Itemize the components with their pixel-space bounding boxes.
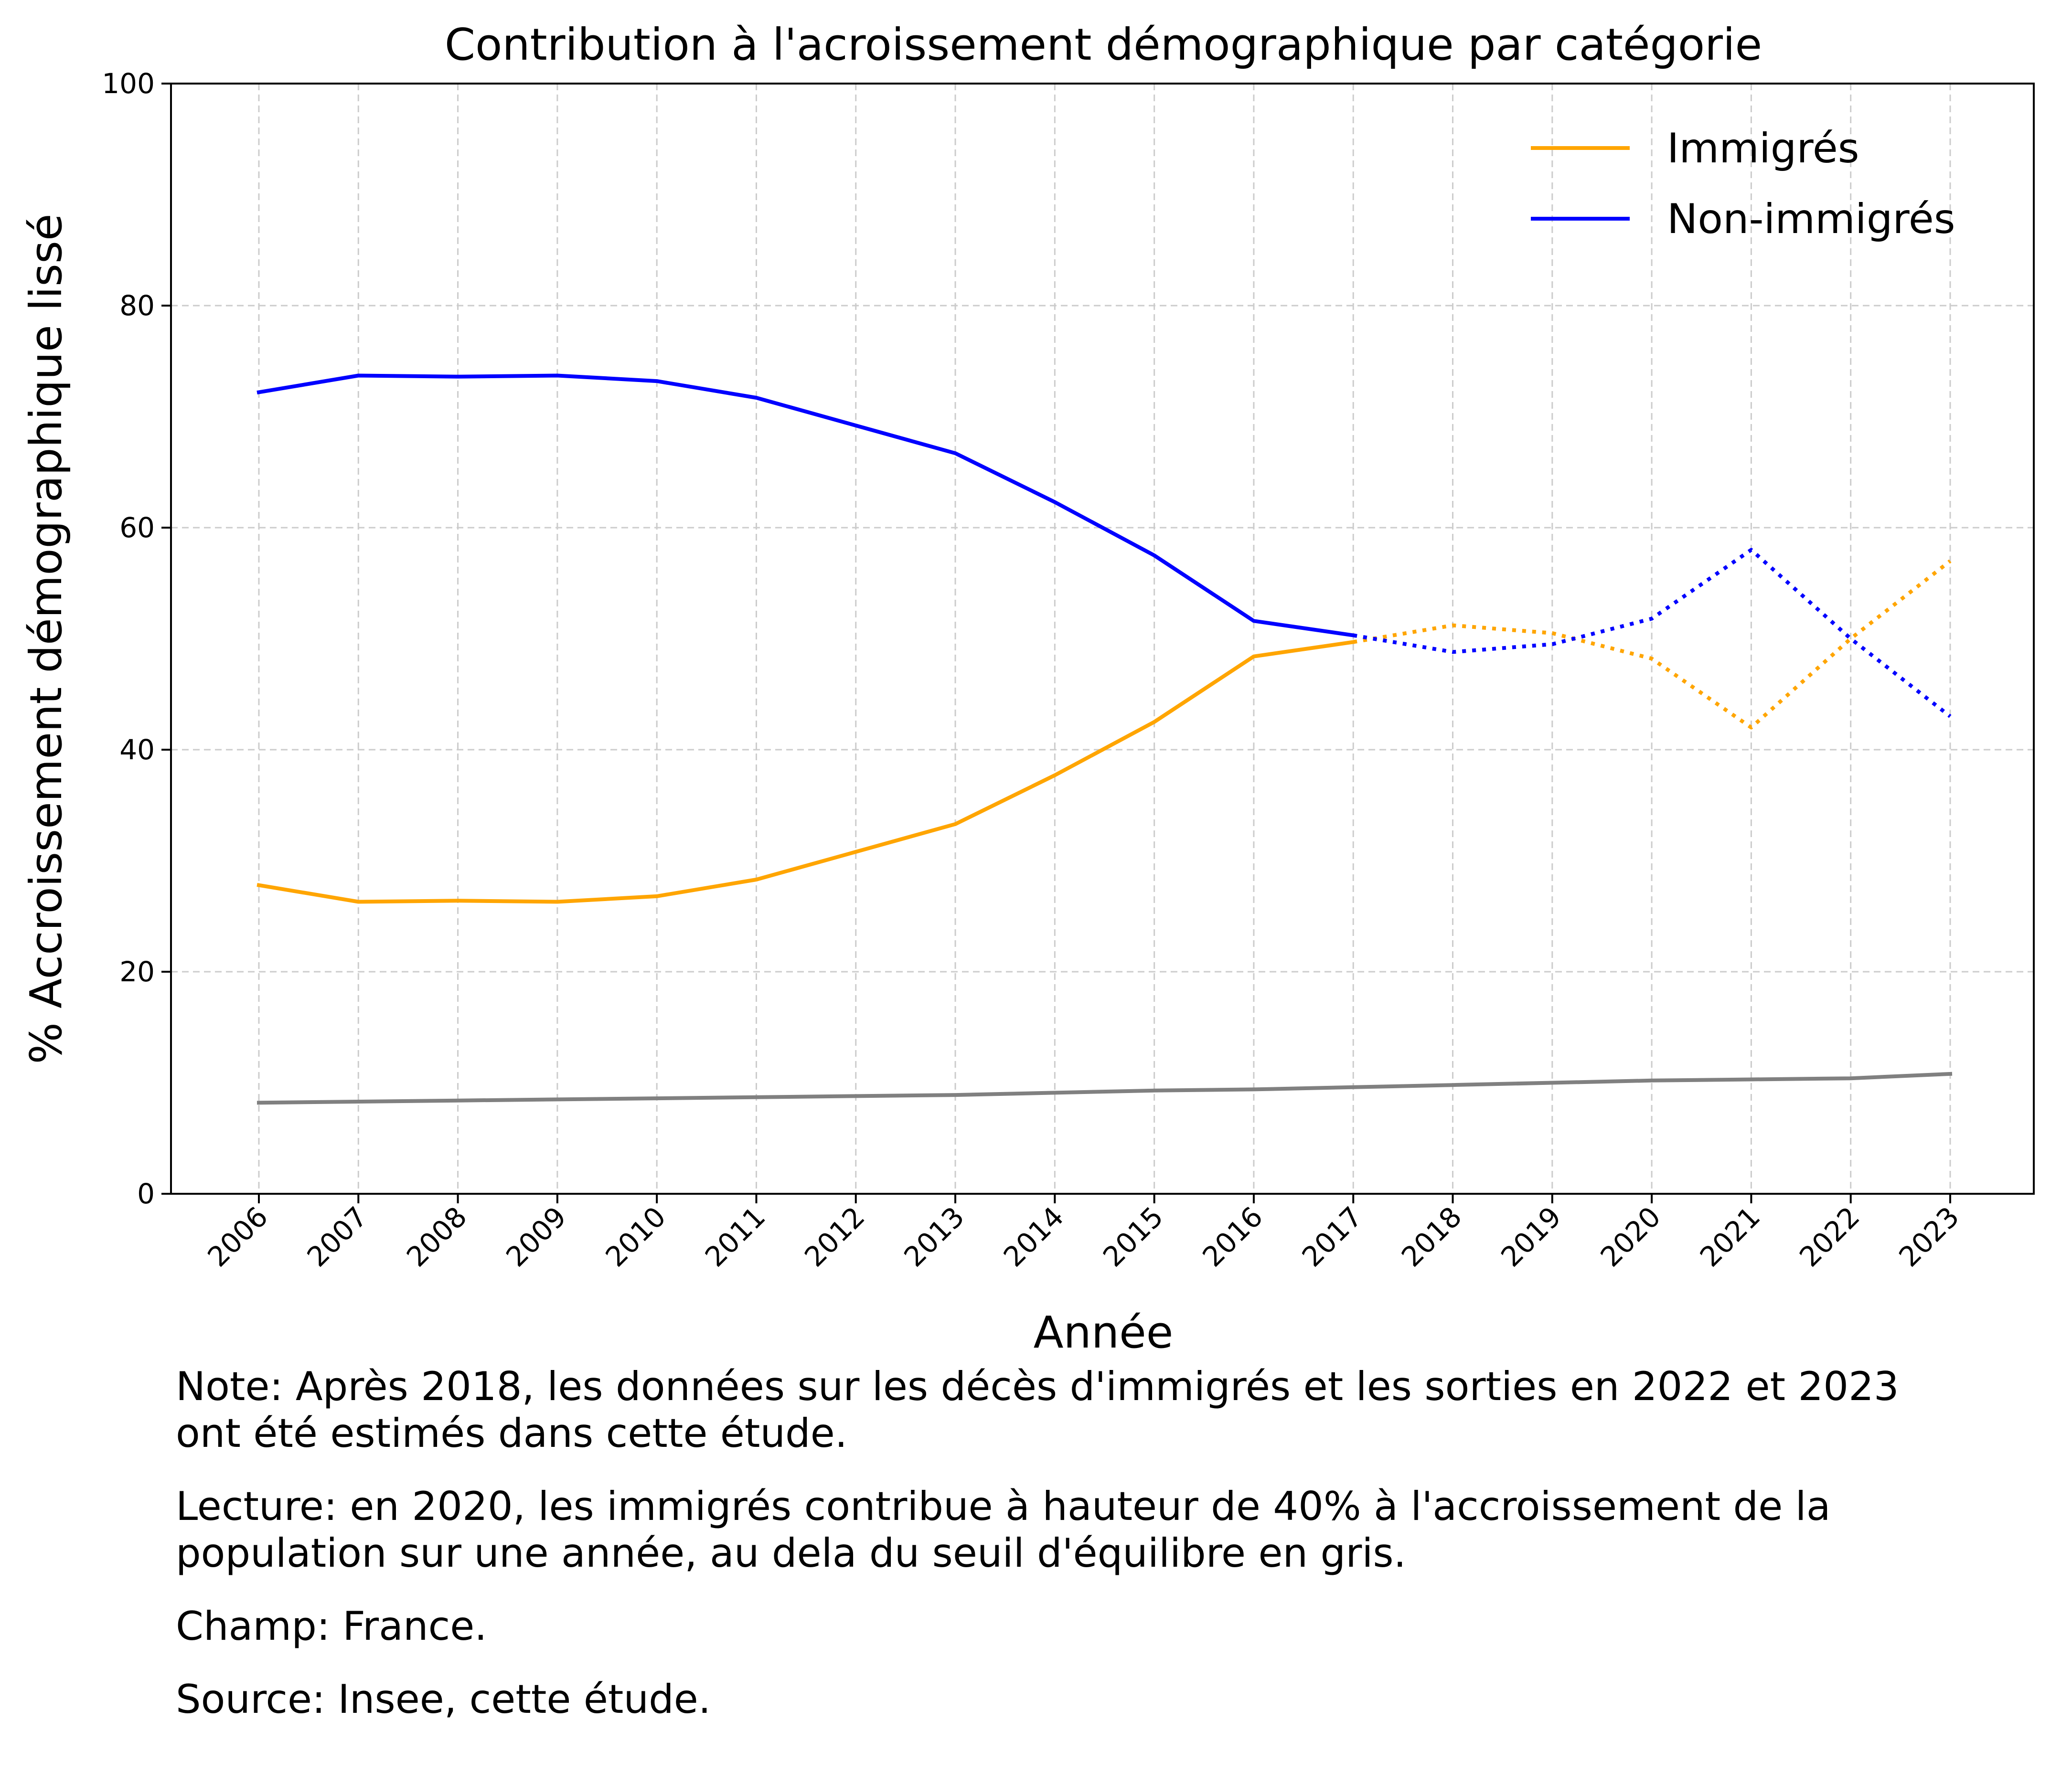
line-chart: Contribution à l'acroissement démographi…	[21, 19, 2035, 1358]
y-tick-label: 80	[119, 289, 155, 322]
x-tick-label: 2019	[1495, 1200, 1567, 1273]
equilibrium-line	[256, 1072, 1953, 1105]
x-tick-label: 2008	[400, 1200, 473, 1273]
y-axis-label: % Accroissement démographique lissé	[21, 213, 72, 1064]
x-tick-label: 2007	[301, 1200, 374, 1273]
y-axis: 0 20 40 60 80 100	[102, 67, 171, 1210]
x-tick-label: 2009	[500, 1200, 572, 1273]
x-tick-label: 2013	[897, 1200, 970, 1273]
legend-label: Non-immigrés	[1667, 195, 1955, 243]
y-tick-label: 40	[119, 733, 155, 766]
x-tick-label: 2016	[1196, 1200, 1269, 1273]
chart-title: Contribution à l'acroissement démographi…	[445, 19, 1762, 70]
source-text: Source: Insee, cette étude.	[176, 1676, 711, 1722]
x-tick-label: 2017	[1296, 1200, 1368, 1273]
x-axis: 2006 2007 2008 2009 2010 2011 2012 2013 2014 2015…	[201, 1194, 1965, 1273]
series-line-solid	[256, 373, 1356, 638]
y-tick-label: 0	[137, 1178, 155, 1210]
x-tick-label: 2014	[997, 1200, 1070, 1273]
y-tick-label: 60	[119, 511, 155, 544]
y-tick-label: 20	[119, 956, 155, 988]
legend-label: Immigrés	[1667, 125, 1859, 172]
x-tick-label: 2020	[1594, 1200, 1667, 1273]
note-line-2: ont été estimés dans cette étude.	[176, 1410, 848, 1456]
legend: Immigrés Non-immigrés	[1531, 125, 1955, 243]
y-tick-label: 100	[102, 67, 155, 100]
x-tick-label: 2022	[1793, 1200, 1866, 1273]
x-axis-label: Année	[1034, 1307, 1174, 1358]
x-tick-label: 2023	[1892, 1200, 1965, 1273]
chart-notes: Note: Après 2018, les données sur les dé…	[176, 1363, 2062, 1749]
x-tick-label: 2018	[1395, 1200, 1468, 1273]
champ-text: Champ: France.	[176, 1603, 487, 1649]
series-layer	[256, 373, 1953, 1105]
series-line-solid	[256, 639, 1356, 904]
note-line-1: Note: Après 2018, les données sur les dé…	[176, 1363, 1899, 1410]
x-tick-label: 2015	[1097, 1200, 1169, 1273]
grid-lines	[171, 83, 2034, 1195]
note-text: Note: Après 2018, les données sur les dé…	[176, 1363, 2062, 1457]
lecture-line-1: Lecture: en 2020, les immigrés contribue…	[176, 1483, 1831, 1529]
x-tick-label: 2010	[599, 1200, 672, 1273]
x-tick-label: 2006	[201, 1200, 274, 1273]
x-tick-label: 2012	[798, 1200, 871, 1273]
lecture-line-2: population sur une année, au dela du seu…	[176, 1529, 1407, 1576]
x-tick-label: 2021	[1694, 1200, 1766, 1273]
plot-frame	[170, 83, 2035, 1195]
lecture-text: Lecture: en 2020, les immigrés contribue…	[176, 1483, 2062, 1577]
x-tick-label: 2011	[699, 1200, 771, 1273]
